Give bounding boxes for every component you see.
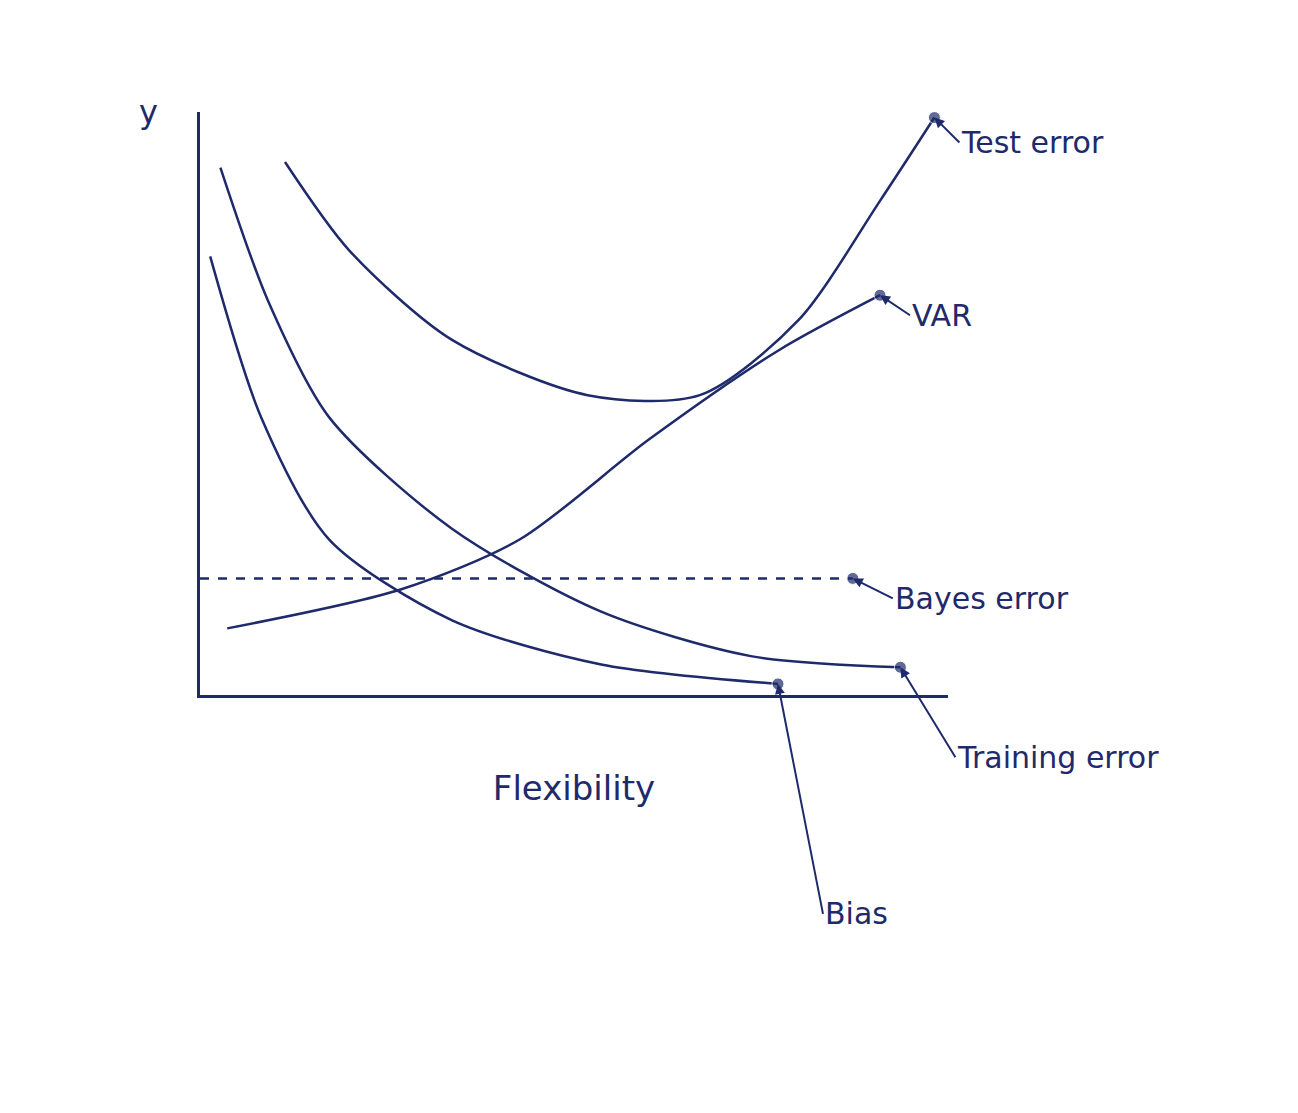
svg-text:Bias: Bias [825, 896, 888, 931]
svg-text:y: y [139, 93, 158, 131]
svg-text:Flexibility: Flexibility [493, 768, 655, 808]
svg-text:Training error: Training error [957, 740, 1159, 775]
svg-text:VAR: VAR [912, 298, 972, 333]
svg-text:Bayes error: Bayes error [895, 581, 1069, 616]
svg-text:Test error: Test error [961, 125, 1104, 160]
